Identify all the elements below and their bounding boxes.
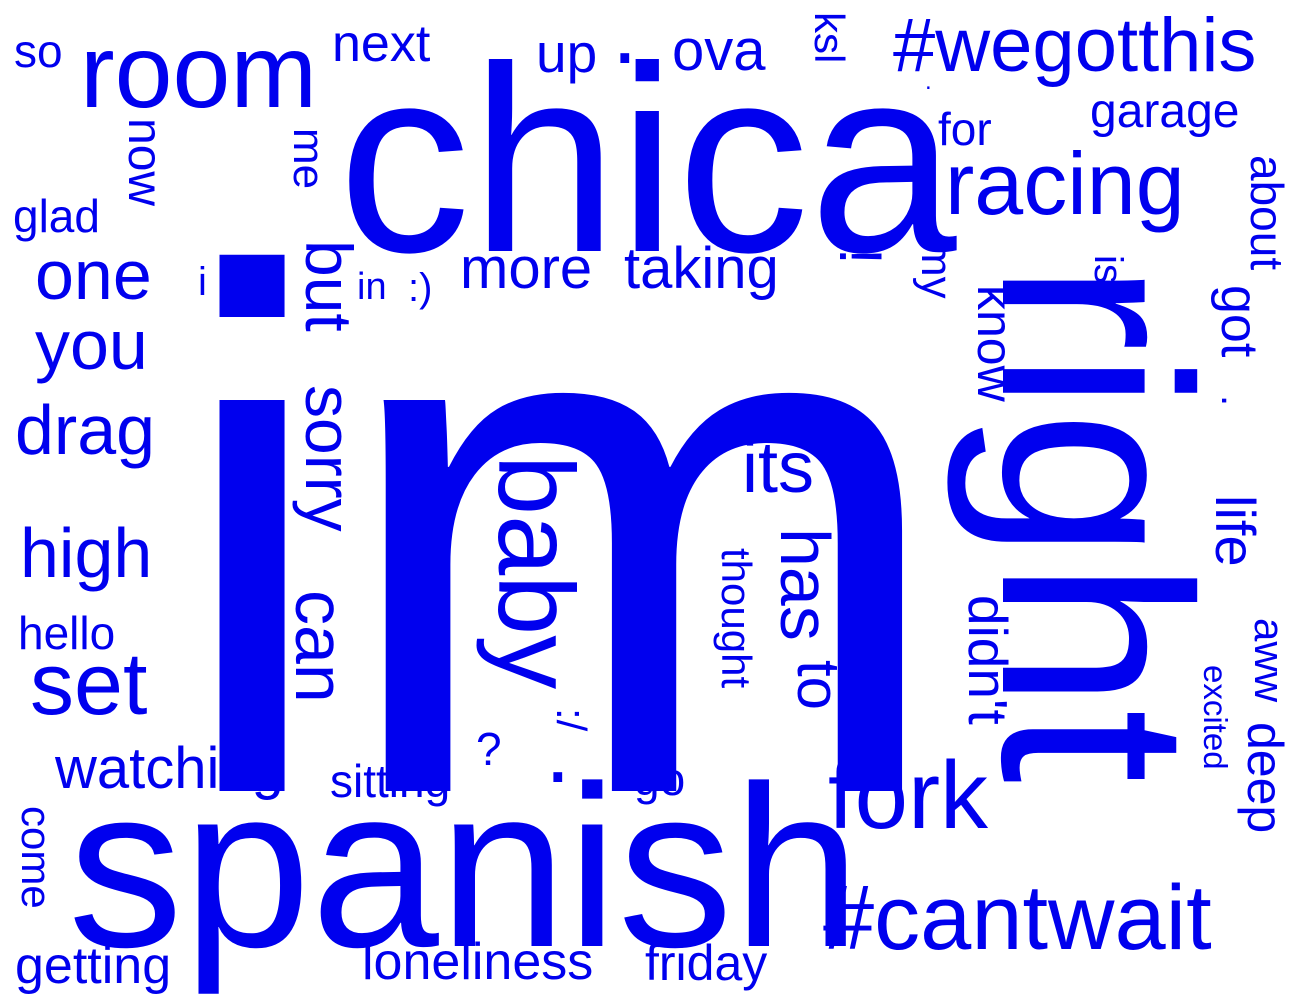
word-comma: ,	[414, 828, 422, 858]
word-got: got	[1210, 285, 1268, 358]
word-period: .	[1213, 395, 1257, 407]
word-life: life	[1204, 495, 1267, 567]
word-period: .	[612, 0, 638, 83]
word-taking: taking	[624, 236, 779, 301]
word-watching: watching	[55, 736, 284, 801]
word-is: is	[1086, 255, 1130, 284]
word-spanish: spanish	[68, 738, 861, 995]
word-thought: thought	[713, 548, 760, 689]
word-my: my	[912, 240, 961, 299]
word-getting: getting	[15, 937, 172, 995]
word-sorry: sorry	[292, 385, 366, 532]
word-exclaim: !	[827, 248, 894, 265]
word-but: but	[292, 240, 366, 332]
word-me: me	[284, 128, 333, 190]
word-go: go	[634, 753, 686, 805]
word-to: to	[785, 660, 852, 711]
word-about: about	[1241, 155, 1293, 271]
word-know: know	[967, 285, 1023, 402]
word-excited: excited	[1197, 665, 1234, 770]
word-i: i	[198, 260, 207, 304]
word-now: now	[118, 118, 171, 207]
word-come: come	[13, 806, 60, 909]
word-ova: ova	[672, 18, 766, 83]
word-deep: deep	[1237, 722, 1293, 834]
word-has: has	[766, 528, 844, 641]
word-friday: friday	[645, 935, 768, 991]
word-period: .	[545, 700, 571, 802]
word-its: its	[742, 428, 814, 508]
word-garage: garage	[1090, 85, 1240, 138]
word-wegotthis: #wegotthis	[893, 3, 1257, 88]
word-for: for	[938, 103, 992, 155]
word-room: room	[80, 14, 317, 130]
word-can: can	[281, 590, 359, 703]
word-aww: aww	[1246, 618, 1293, 703]
word-high: high	[20, 514, 153, 592]
word-you: you	[35, 306, 148, 384]
word-up: up	[536, 22, 598, 84]
word-fork: fork	[828, 742, 989, 849]
word-set: set	[30, 634, 148, 733]
word-cantwait: #cantwait	[823, 867, 1212, 969]
word-so: so	[14, 25, 63, 77]
word-hello: hello	[18, 607, 116, 659]
word-racing: racing	[945, 134, 1185, 233]
word-chica: chica	[338, 12, 957, 308]
word-drag: drag	[15, 391, 156, 469]
word-in: in	[357, 266, 387, 308]
word-didnt: didn't	[957, 595, 1019, 725]
word-ksl: ksl	[806, 12, 853, 64]
word-im: im	[170, 121, 951, 948]
word-more: more	[460, 236, 593, 301]
word-loneliness: loneliness	[362, 933, 594, 991]
word-glad: glad	[13, 190, 100, 242]
word-next: next	[332, 15, 431, 73]
word-baby: baby	[476, 455, 597, 690]
word-smile: :)	[408, 266, 433, 310]
word-question: ?	[476, 723, 502, 775]
word-sitting: sitting	[330, 755, 451, 807]
word-one: one	[35, 236, 152, 314]
word-period: .	[925, 68, 932, 95]
